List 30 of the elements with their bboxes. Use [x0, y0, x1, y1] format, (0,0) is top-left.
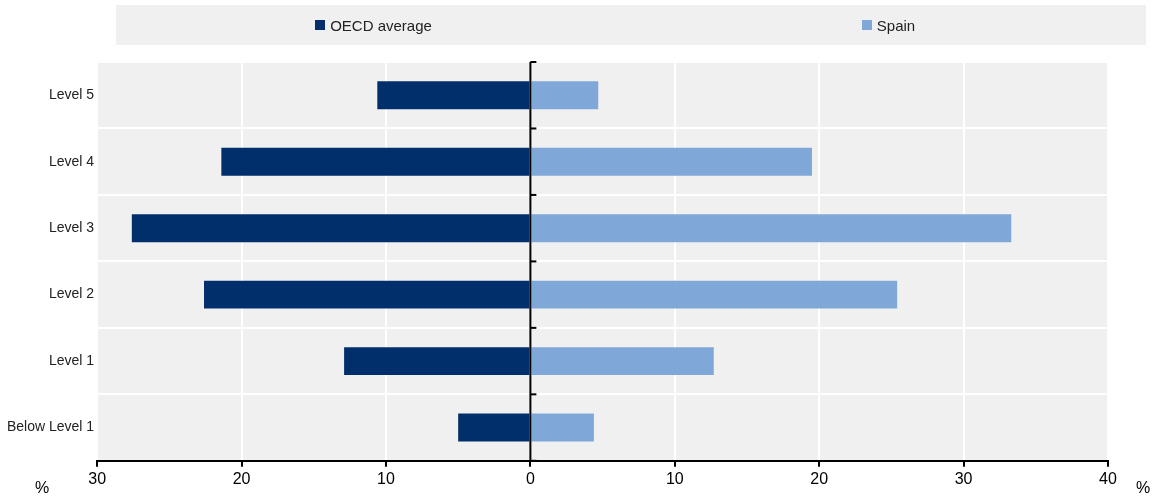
- legend-label: Spain: [876, 16, 916, 34]
- x-tick-label: 10: [377, 469, 395, 487]
- x-tick-label: 30: [88, 469, 107, 487]
- bar: [344, 347, 530, 376]
- bar: [531, 214, 1012, 243]
- x-axis-title: %: [1135, 479, 1151, 497]
- bar: [131, 214, 530, 243]
- bar: [377, 81, 530, 110]
- x-tick-label: 0: [525, 469, 535, 487]
- bar: [531, 147, 812, 176]
- x-tick-label: 10: [665, 469, 684, 487]
- bar: [531, 280, 898, 309]
- bar: [458, 413, 530, 442]
- text: %: [35, 479, 50, 497]
- bar: [531, 347, 714, 376]
- bar: [531, 81, 599, 110]
- x-tick-label: 20: [232, 469, 251, 487]
- x-tick-label: 20: [810, 469, 829, 487]
- y-tick-label: Level 5: [49, 86, 95, 103]
- x-tick-label: 40: [1099, 469, 1117, 487]
- y-tick-label: Level 1: [49, 351, 95, 368]
- legend-label: OECD average: [330, 16, 432, 34]
- y-tick-label: Below Level 1: [6, 418, 95, 435]
- bar: [204, 280, 530, 309]
- bar: [531, 413, 594, 442]
- y-tick-label: Level 3: [49, 219, 95, 236]
- x-tick-label: 30: [954, 469, 973, 487]
- y-tick-label: Level 4: [49, 152, 95, 169]
- y-tick-label: Level 2: [49, 285, 95, 302]
- bar: [221, 147, 530, 176]
